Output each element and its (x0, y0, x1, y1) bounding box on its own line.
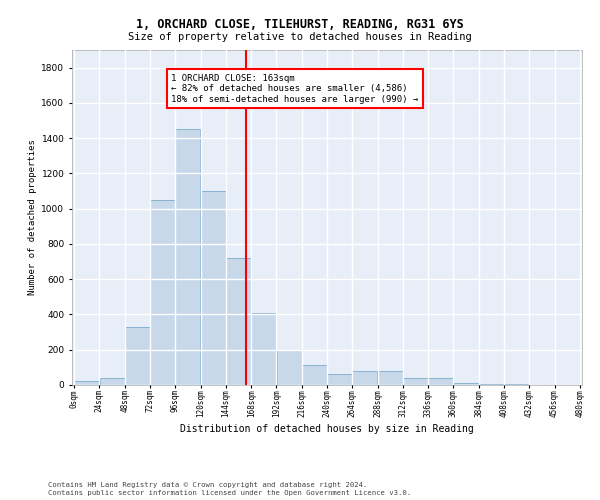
Bar (403, 378, 428, 385)
Text: Size of property relative to detached houses in Reading: Size of property relative to detached ho… (128, 32, 472, 42)
Bar (74, 382, 99, 385)
Bar (378, 371, 403, 385)
Bar (428, 378, 453, 385)
Bar (352, 371, 377, 385)
Bar (479, 384, 504, 385)
Bar (327, 374, 352, 385)
Bar (201, 191, 226, 385)
Bar (125, 327, 150, 385)
Bar (175, 130, 200, 385)
Text: Contains HM Land Registry data © Crown copyright and database right 2024.: Contains HM Land Registry data © Crown c… (48, 482, 367, 488)
Bar (504, 384, 529, 385)
Bar (226, 258, 251, 385)
Bar (277, 350, 302, 385)
Bar (251, 312, 276, 385)
X-axis label: Distribution of detached houses by size in Reading: Distribution of detached houses by size … (180, 424, 474, 434)
Bar (454, 383, 479, 385)
Text: 1, ORCHARD CLOSE, TILEHURST, READING, RG31 6YS: 1, ORCHARD CLOSE, TILEHURST, READING, RG… (136, 18, 464, 30)
Bar (302, 364, 327, 385)
Text: 1 ORCHARD CLOSE: 163sqm
← 82% of detached houses are smaller (4,586)
18% of semi: 1 ORCHARD CLOSE: 163sqm ← 82% of detache… (171, 74, 418, 104)
Y-axis label: Number of detached properties: Number of detached properties (28, 140, 37, 296)
Bar (100, 378, 125, 385)
Text: Contains public sector information licensed under the Open Government Licence v3: Contains public sector information licen… (48, 490, 411, 496)
Bar (150, 200, 175, 385)
